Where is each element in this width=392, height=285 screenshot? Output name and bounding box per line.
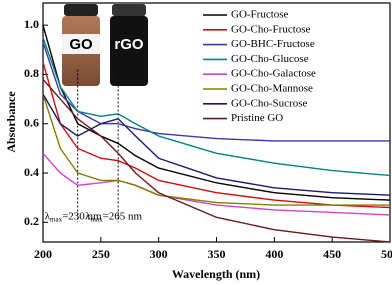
x-tick-label: 250 <box>92 247 110 261</box>
x-tick-label: 350 <box>208 247 226 261</box>
annotation-symbol: λ <box>45 210 51 222</box>
y-tick-label: 0.2 <box>24 214 39 228</box>
legend-label: GO-Fructose <box>231 9 289 21</box>
annotation-sub: max <box>50 215 63 223</box>
annotation-symbol: λ <box>85 210 91 222</box>
series-line <box>42 42 390 142</box>
series-line <box>42 61 391 209</box>
y-axis-label: Absorbance <box>4 91 18 153</box>
x-tick-label: 500 <box>381 247 392 261</box>
legend-label: GO-Cho-Glucose <box>231 53 309 65</box>
x-axis-label: Wavelength (nm) <box>172 267 260 281</box>
x-tick-label: 400 <box>265 247 283 261</box>
x-tick-label: 450 <box>323 247 341 261</box>
annotation: λmax=230 nm <box>45 210 102 223</box>
vial-label <box>62 34 100 54</box>
series-line <box>42 93 391 196</box>
legend-label: GO-Cho-Sucrose <box>231 97 307 109</box>
annotation-text: =230 nm <box>62 210 102 222</box>
y-tick-label: 0.4 <box>24 165 39 179</box>
annotation-text: =265 nm <box>103 210 143 222</box>
vial <box>110 16 148 86</box>
legend-label: GO-BHC-Fructose <box>231 38 315 50</box>
annotation-sub: max <box>91 215 104 223</box>
y-tick-label: 1.0 <box>24 17 39 31</box>
y-tick-label: 0.6 <box>24 115 39 129</box>
inset-label: GO <box>69 36 93 53</box>
annotation: λmax=265 nm <box>85 210 142 223</box>
inset-label: rGO <box>114 36 144 53</box>
y-tick-label: 0.8 <box>24 66 39 80</box>
legend-label: Pristine GO <box>231 112 283 124</box>
legend-label: GO-Cho-Galactose <box>231 68 316 80</box>
series-line <box>42 93 390 206</box>
vial-cap <box>112 4 146 16</box>
legend-label: GO-Cho-Fructose <box>231 23 311 35</box>
vial-cap <box>64 4 98 16</box>
inset-vials: GO rGO <box>62 4 148 86</box>
x-tick-label: 300 <box>150 247 168 261</box>
series-line <box>42 78 391 243</box>
legend-label: GO-Cho-Mannose <box>231 83 313 95</box>
series-line <box>42 37 391 177</box>
x-tick-label: 200 <box>34 247 52 261</box>
